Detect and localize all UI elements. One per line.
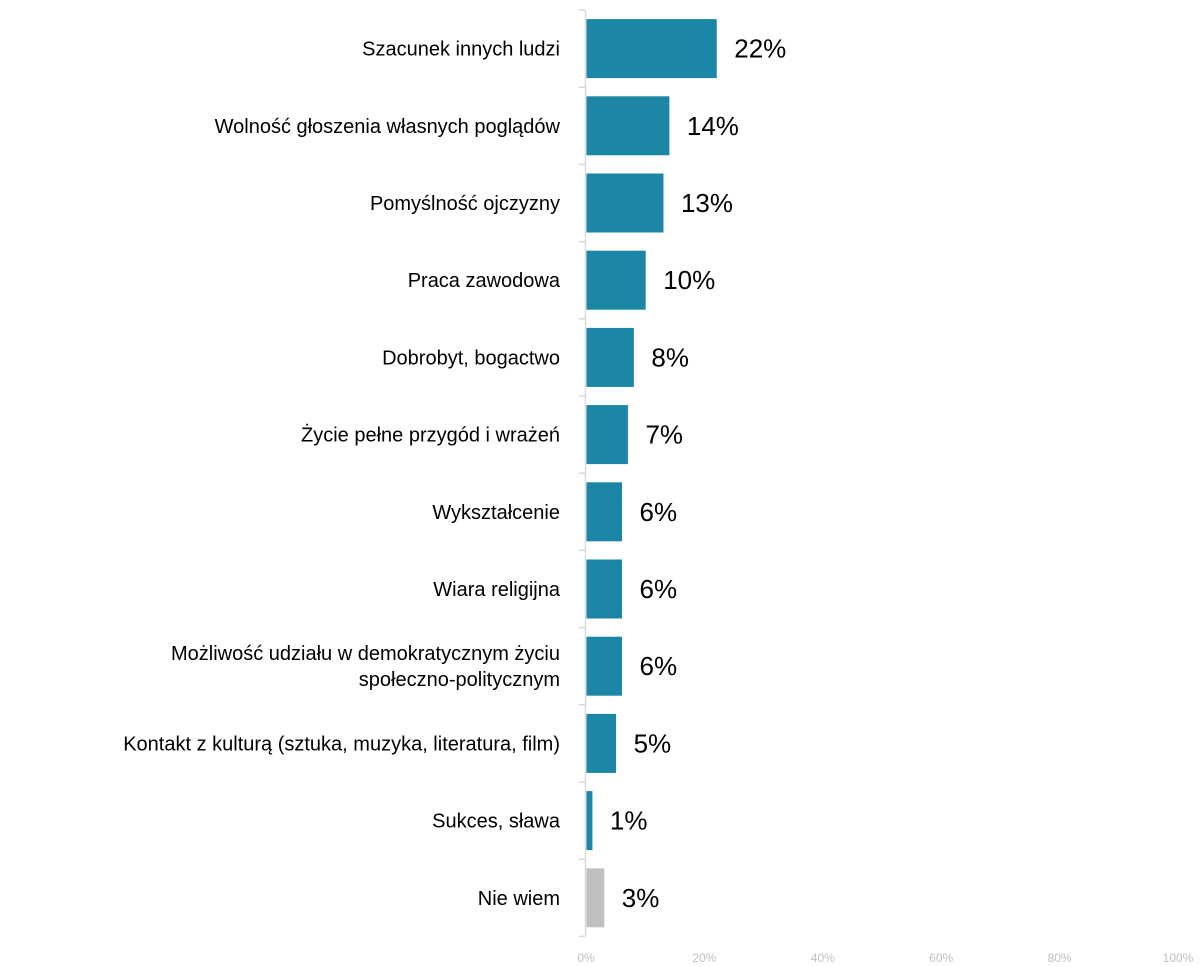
data-label: 5% (634, 728, 672, 758)
category-label: Kontakt z kulturą (sztuka, muzyka, liter… (123, 733, 560, 755)
data-label: 1% (610, 806, 648, 836)
category-label: Wykształcenie (432, 502, 560, 524)
bar (586, 96, 670, 156)
x-tick-label: 60% (929, 951, 953, 965)
data-label: 6% (640, 497, 678, 527)
data-label: 3% (622, 883, 660, 913)
data-label: 6% (640, 651, 678, 681)
category-label-line: Dobrobyt, bogactwo (382, 347, 560, 369)
category-label: Nie wiem (478, 888, 560, 910)
data-label: 10% (663, 265, 715, 295)
x-tick-label: 0% (577, 951, 595, 965)
data-label: 7% (645, 420, 683, 450)
bar (586, 791, 593, 851)
x-tick-label: 20% (692, 951, 716, 965)
category-label-line: Wolność głoszenia własnych poglądów (215, 116, 561, 138)
bar (586, 327, 634, 387)
category-label: Praca zawodowa (408, 270, 561, 292)
data-label: 14% (687, 111, 739, 141)
category-label-line: Szacunek innych ludzi (362, 39, 560, 61)
x-tick-label: 100% (1163, 951, 1194, 965)
bar (586, 559, 623, 619)
bar (586, 713, 617, 773)
bar (586, 19, 717, 79)
category-label-line: Kontakt z kulturą (sztuka, muzyka, liter… (123, 733, 560, 755)
category-label: Sukces, sława (432, 811, 561, 833)
category-label-line: Praca zawodowa (408, 270, 561, 292)
bar (586, 868, 605, 928)
category-label: Pomyślność ojczyzny (370, 193, 560, 215)
x-tick-label: 80% (1048, 951, 1072, 965)
category-label-line: Sukces, sława (432, 811, 561, 833)
category-label: Możliwość udziału w demokratycznym życiu… (171, 643, 560, 691)
category-label: Wolność głoszenia własnych poglądów (215, 116, 561, 138)
bar (586, 636, 623, 696)
category-label-line: Pomyślność ojczyzny (370, 193, 560, 215)
x-tick-label: 40% (811, 951, 835, 965)
category-label-line: Życie pełne przygód i wrażeń (301, 424, 560, 447)
bar (586, 173, 664, 233)
category-label: Szacunek innych ludzi (362, 39, 560, 61)
data-label: 6% (640, 574, 678, 604)
bar (586, 405, 628, 465)
category-label-line: Nie wiem (478, 888, 560, 910)
data-label: 13% (681, 188, 733, 218)
category-label-line: Wykształcenie (432, 502, 560, 524)
category-label-line: Możliwość udziału w demokratycznym życiu (171, 643, 560, 665)
bar (586, 250, 646, 310)
category-label: Dobrobyt, bogactwo (382, 347, 560, 369)
data-label: 8% (651, 342, 689, 372)
data-label: 22% (734, 34, 786, 64)
category-label: Wiara religijna (433, 579, 561, 601)
category-label-line: Wiara religijna (433, 579, 561, 601)
category-label-line: społeczno-politycznym (359, 669, 560, 691)
category-label: Życie pełne przygód i wrażeń (301, 424, 560, 447)
bar (586, 482, 623, 542)
